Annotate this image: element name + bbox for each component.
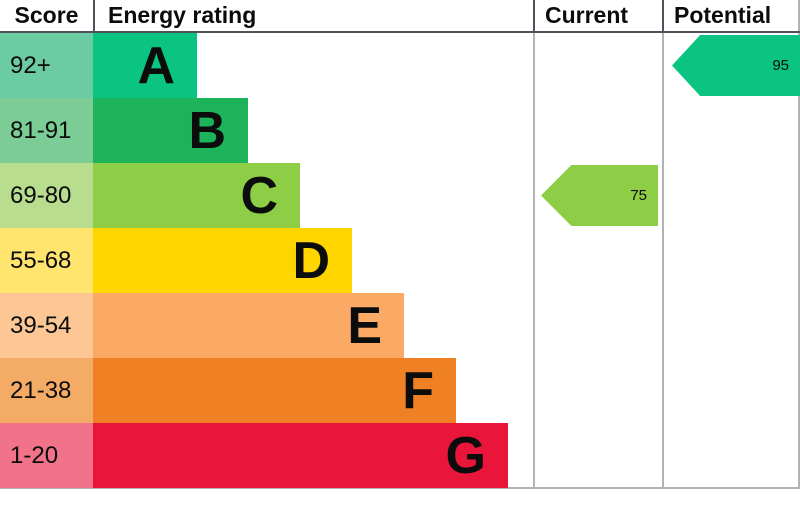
band-row-b: 81-91 B [0,98,800,163]
potential-rating-arrow: 95 [672,35,800,96]
score-range-a: 92+ [0,33,93,98]
header-score: Score [14,2,79,28]
band-row-e: 39-54 E [0,293,800,358]
band-letter-b: B [188,101,226,160]
band-letter-d: D [292,231,330,290]
band-bar-b: B [93,98,248,163]
divider-current-column [533,33,535,487]
chart-body: 92+ A 81-91 B 69-80 C 55-68 D 39-54 [0,33,800,489]
band-bar-a: A [93,33,197,98]
band-letter-c: C [240,166,278,225]
band-row-f: 21-38 F [0,358,800,423]
header-row: Score Energy rating Current Potential [0,0,800,33]
band-bar-g: G [93,423,508,488]
band-bar-f: F [93,358,456,423]
band-row-c: 69-80 C [0,163,800,228]
band-letter-g: G [445,426,486,485]
band-bar-d: D [93,228,352,293]
potential-rating-value: 95 [772,57,789,74]
header-potential: Potential [662,0,800,31]
band-bar-e: E [93,293,404,358]
band-row-a: 92+ A [0,33,800,98]
score-range-f: 21-38 [0,358,93,423]
band-letter-a: A [137,36,175,95]
band-bar-c: C [93,163,300,228]
score-range-b: 81-91 [0,98,93,163]
header-current: Current [533,0,662,31]
band-row-d: 55-68 D [0,228,800,293]
band-letter-f: F [402,361,434,420]
band-row-g: 1-20 G [0,423,800,488]
divider-potential-column [662,33,664,487]
band-letter-e: E [347,296,382,355]
score-range-e: 39-54 [0,293,93,358]
score-range-c: 69-80 [0,163,93,228]
header-energy-rating: Energy rating [93,0,533,31]
score-range-g: 1-20 [0,423,93,488]
divider-right-edge [798,33,800,487]
current-rating-value: 75 [630,187,647,204]
score-range-d: 55-68 [0,228,93,293]
